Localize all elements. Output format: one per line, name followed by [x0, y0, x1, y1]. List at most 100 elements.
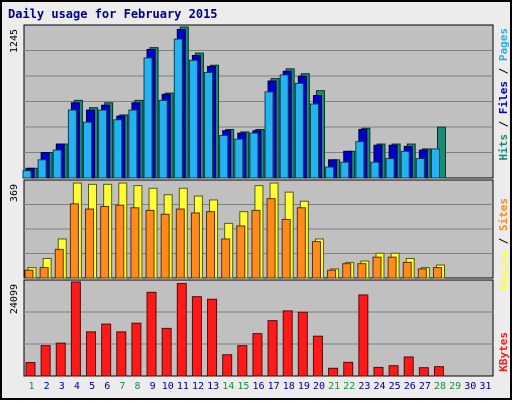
usage-chart: Daily usage for February 2015 1245369240… [8, 7, 510, 392]
bar-kbytes-day-7 [116, 331, 127, 377]
bar-kbytes-day-15 [237, 345, 248, 377]
day-label-7: 7 [119, 381, 125, 392]
day-label-16: 16 [252, 381, 264, 392]
bar-pages-day-24 [370, 161, 380, 179]
bar-pages-day-11 [173, 38, 183, 179]
day-label-30: 30 [464, 381, 476, 392]
bar-pages-day-28 [430, 148, 440, 179]
y-max-label: 24099 [9, 284, 20, 314]
bar-sites-day-18 [281, 218, 291, 279]
bar-kbytes-day-24 [373, 366, 384, 377]
day-label-14: 14 [222, 381, 234, 392]
bar-sites-day-16 [251, 209, 261, 279]
bar-kbytes-day-19 [297, 311, 308, 377]
bar-kbytes-day-25 [388, 365, 399, 377]
bar-sites-day-10 [160, 213, 170, 279]
bar-sites-day-13 [206, 211, 216, 279]
day-label-18: 18 [283, 381, 295, 392]
bar-sites-day-6 [100, 205, 110, 279]
bar-kbytes-day-23 [358, 294, 369, 377]
bar-pages-day-17 [264, 91, 274, 179]
bar-kbytes-day-27 [418, 367, 429, 377]
day-label-28: 28 [434, 381, 446, 392]
bar-pages-day-15 [234, 138, 244, 179]
bar-pages-day-3 [52, 149, 62, 179]
day-label-9: 9 [150, 381, 156, 392]
bar-sites-day-26 [402, 261, 412, 279]
panel-visits-sites: 369 [9, 179, 494, 279]
y-max-label: 369 [9, 184, 20, 202]
bar-pages-day-1 [22, 170, 32, 179]
bar-kbytes-day-12 [191, 296, 202, 377]
day-label-27: 27 [419, 381, 431, 392]
day-label-20: 20 [313, 381, 325, 392]
bar-kbytes-day-13 [207, 298, 218, 377]
bar-sites-day-1 [24, 269, 34, 279]
day-label-29: 29 [449, 381, 461, 392]
bar-kbytes-day-14 [222, 354, 233, 377]
bar-sites-day-22 [342, 263, 352, 279]
bar-kbytes-day-6 [101, 323, 112, 377]
day-label-8: 8 [134, 381, 140, 392]
bar-pages-day-13 [204, 71, 214, 179]
bar-pages-day-12 [188, 59, 198, 179]
bar-sites-day-4 [69, 203, 79, 279]
day-label-15: 15 [237, 381, 249, 392]
day-label-6: 6 [104, 381, 110, 392]
day-label-11: 11 [177, 381, 189, 392]
day-label-2: 2 [44, 381, 50, 392]
bar-pages-day-25 [385, 158, 395, 179]
y-max-label: 1245 [9, 29, 20, 53]
day-label-23: 23 [358, 381, 370, 392]
bar-sites-day-21 [327, 269, 337, 279]
right-label-visits-sites: Visits / Sites [497, 198, 510, 291]
day-label-19: 19 [298, 381, 310, 392]
bar-pages-day-8 [128, 109, 138, 179]
bar-kbytes-day-26 [403, 356, 414, 377]
day-label-12: 12 [192, 381, 204, 392]
bar-pages-day-19 [294, 82, 304, 179]
bar-pages-day-23 [355, 141, 365, 179]
day-label-31: 31 [479, 381, 491, 392]
day-label-4: 4 [74, 381, 80, 392]
bar-pages-day-10 [158, 99, 168, 179]
bar-kbytes-day-28 [433, 366, 444, 377]
bar-sites-day-19 [296, 207, 306, 279]
bar-kbytes-day-21 [328, 367, 339, 377]
bar-sites-day-14 [221, 238, 231, 279]
bar-pages-day-18 [279, 74, 289, 179]
bar-kbytes-day-9 [146, 291, 157, 377]
bar-kbytes-day-3 [55, 342, 66, 377]
bar-pages-day-9 [143, 57, 153, 179]
bar-sites-day-15 [236, 225, 246, 279]
bar-pages-day-7 [113, 119, 123, 179]
day-label-17: 17 [268, 381, 280, 392]
bar-kbytes-day-18 [282, 310, 293, 377]
bar-sites-day-28 [432, 267, 442, 279]
bar-kbytes-day-20 [312, 335, 323, 377]
bar-kbytes-day-22 [343, 361, 354, 377]
bar-kbytes-day-8 [131, 322, 142, 377]
bar-sites-day-2 [39, 267, 49, 279]
bar-sites-day-27 [417, 268, 427, 279]
bar-sites-day-20 [311, 241, 321, 279]
bar-sites-day-25 [387, 256, 397, 279]
bar-kbytes-day-17 [267, 320, 278, 377]
day-label-26: 26 [404, 381, 416, 392]
bar-sites-day-3 [54, 248, 64, 279]
bar-sites-day-9 [145, 209, 155, 279]
bar-pages-day-21 [325, 166, 335, 179]
day-label-22: 22 [343, 381, 355, 392]
bar-pages-day-20 [309, 103, 319, 179]
day-label-10: 10 [162, 381, 174, 392]
bar-pages-day-14 [219, 135, 229, 179]
bar-kbytes-day-16 [252, 333, 263, 377]
bar-sites-day-5 [85, 208, 95, 279]
bar-pages-day-4 [67, 109, 77, 179]
day-label-5: 5 [89, 381, 95, 392]
bar-kbytes-day-5 [86, 331, 97, 377]
bar-pages-day-5 [83, 121, 93, 179]
bar-kbytes-day-11 [176, 283, 187, 377]
day-label-25: 25 [389, 381, 401, 392]
